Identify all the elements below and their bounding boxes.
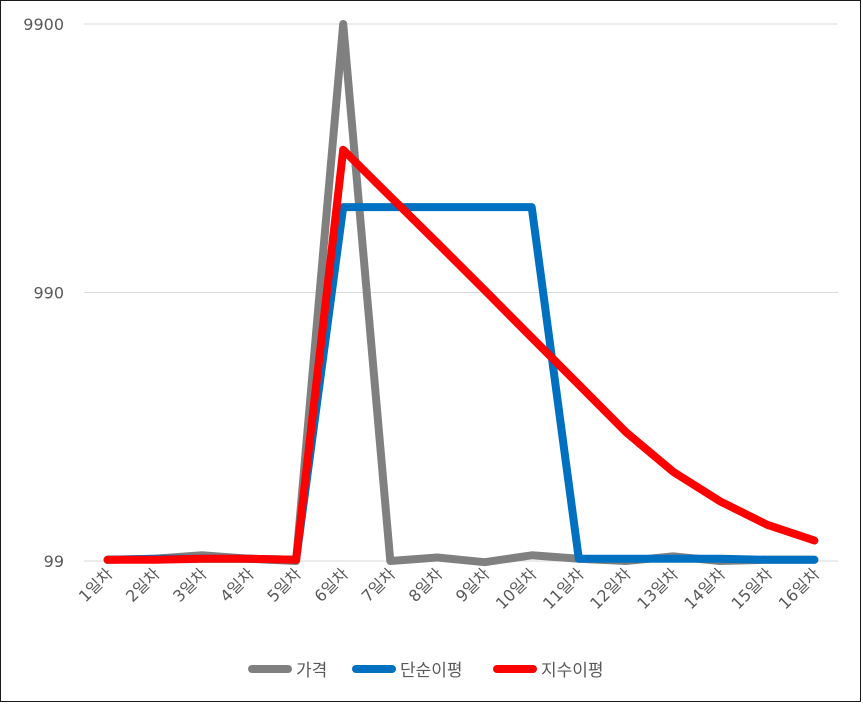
y-axis-ticks: 99 990 9900 [23, 15, 64, 571]
series-line-2 [103, 203, 819, 564]
x-tick-label: 11일차 [539, 564, 588, 613]
x-tick-label: 3일차 [169, 564, 211, 606]
x-tick-label: 6일차 [311, 564, 353, 606]
legend-label: 가격 [296, 661, 327, 681]
y-tick-label: 9900 [23, 15, 64, 34]
x-tick-label: 7일차 [358, 564, 400, 606]
series-line-1 [103, 20, 819, 567]
x-tick-label: 2일차 [122, 564, 164, 606]
x-tick-label: 1일차 [75, 564, 117, 606]
x-axis-ticks: 1일차 2일차 3일차 4일차 5일차 6일차 7일차 8일차 9일차10일차11일차12일차1… [75, 564, 824, 613]
x-tick-label: 16일차 [775, 564, 824, 613]
x-tick-label: 14일차 [680, 564, 729, 613]
series-line-3 [103, 145, 819, 564]
x-tick-label: 15일차 [727, 564, 776, 613]
series-lines [103, 20, 819, 567]
x-tick-label: 8일차 [405, 564, 447, 606]
x-tick-label: 5일차 [263, 564, 305, 606]
gridlines [84, 23, 838, 562]
legend: 가격 단순이평 지수이평 [248, 661, 604, 681]
x-tick-label: 9일차 [452, 564, 494, 606]
x-tick-label: 10일차 [492, 564, 541, 613]
y-tick-label: 99 [44, 552, 64, 571]
legend-label: 단순이평 [400, 661, 463, 681]
y-tick-label: 990 [33, 284, 64, 303]
x-tick-label: 4일차 [216, 564, 258, 606]
x-tick-label: 13일차 [633, 564, 682, 613]
legend-label: 지수이평 [541, 661, 604, 681]
x-tick-label: 12일차 [586, 564, 635, 613]
